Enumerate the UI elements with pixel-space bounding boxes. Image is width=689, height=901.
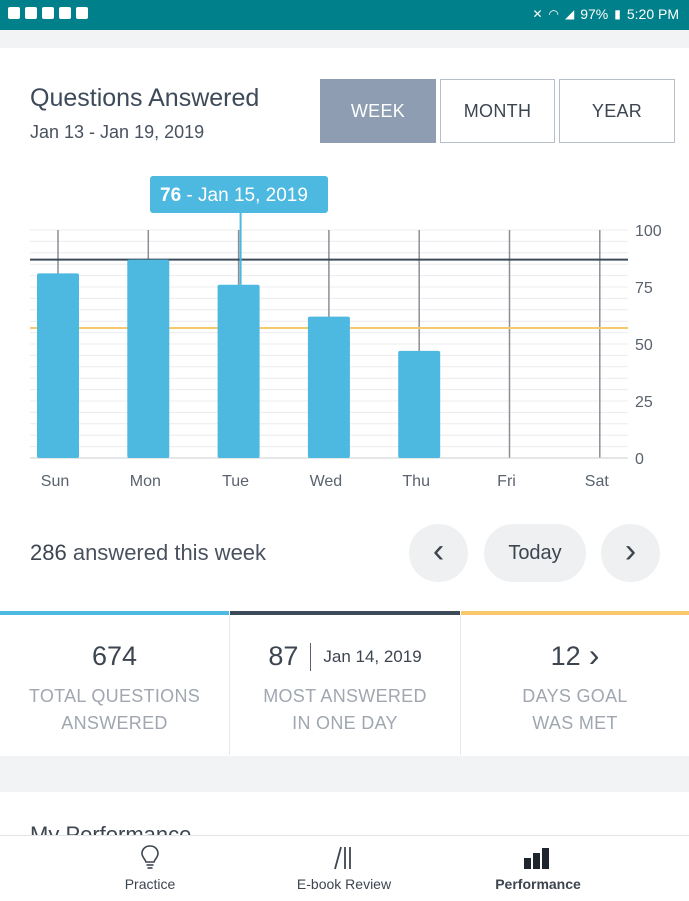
nav-label: E-book Review [296,876,392,892]
stat-label-line: TOTAL QUESTIONS [28,686,201,706]
stat-accent-bar [0,611,229,615]
stat-label-line: WAS MET [532,713,618,733]
stat-value-row: 12 › [461,636,689,673]
bottom-navigation: Practice E-book Review Performance [0,835,689,901]
nav-performance[interactable]: Performance [468,836,608,901]
chevron-left-icon: ‹ [432,532,445,570]
chart-bar [217,284,260,458]
x-tick-label: Wed [310,473,343,490]
stat-label: DAYS GOAL WAS MET [461,683,689,737]
tooltip-date: - Jan 15, 2019 [181,185,308,206]
divider [460,615,461,755]
stat-value: 674 [91,641,138,671]
chevron-right-icon: › [624,532,637,570]
bar-chart-icon [468,844,608,872]
battery-icon: ▮ [614,7,621,21]
chart-bar [37,273,79,458]
chart-bar [307,316,350,458]
today-button[interactable]: Today [484,524,586,582]
y-tick-label: 75 [635,280,653,297]
tab-month[interactable]: MONTH [440,79,555,143]
stat-label-line: IN ONE DAY [292,713,398,733]
lightbulb-icon [80,844,220,872]
x-tick-label: Mon [130,473,161,490]
next-week-button[interactable]: › [601,524,660,582]
section-heading: My Performance [30,822,192,836]
weekly-summary: 286 answered this week [30,540,266,566]
tooltip-text: 76 - Jan 15, 2019 [160,185,308,206]
x-tick-label: Fri [497,473,516,490]
mute-icon: ✕ [532,7,543,21]
stat-accent-bar [461,611,689,615]
value-divider [310,642,312,671]
chevron-right-icon: › [588,636,600,673]
stat-total-questions: 674 TOTAL QUESTIONS ANSWERED [0,611,229,753]
y-tick-label: 25 [635,394,653,411]
notification-icon [76,7,88,19]
notification-icons [8,7,88,19]
wifi-icon: ◠ [548,7,559,21]
y-tick-label: 100 [635,223,662,240]
nav-label: Practice [124,876,176,892]
previous-week-button[interactable]: ‹ [409,524,468,582]
nav-practice[interactable]: Practice [80,836,220,901]
bar-chart: 0 25 50 75 100 Sun Mon Tue Wed Thu Fri Sat 76 - Jan … [30,176,662,490]
chart-bar [127,259,170,458]
stat-label: MOST ANSWERED IN ONE DAY [230,683,460,737]
book-icon [274,844,414,872]
signal-icon: ◢ [564,7,575,21]
stat-label-line: DAYS GOAL [522,686,628,706]
stat-label-line: ANSWERED [61,713,168,733]
weekly-summary-text: answered this week [66,540,267,565]
weekly-count: 286 [30,540,67,565]
status-bar: ✕ ◠ ◢ 97% ▮ 5:20 PM [0,0,689,30]
x-tick-label: Sat [585,473,610,490]
nav-label: Performance [495,876,581,892]
notification-icon [42,7,54,19]
stat-value-row: 87 Jan 14, 2019 [230,641,460,672]
notification-icon [8,7,20,19]
stat-most-answered: 87 Jan 14, 2019 MOST ANSWERED IN ONE DAY [230,611,460,753]
clock: 5:20 PM [626,6,679,22]
stat-date: Jan 14, 2019 [323,646,422,666]
stat-label: TOTAL QUESTIONS ANSWERED [0,683,229,737]
date-range: Jan 13 - Jan 19, 2019 [30,122,205,142]
stat-accent-bar [230,611,460,615]
y-tick-label: 0 [635,451,644,468]
page-title: Questions Answered [30,84,260,112]
stat-value: 87 [268,641,299,671]
image-icon [59,7,71,19]
battery-level: 97% [580,6,609,22]
notification-icon [25,7,37,19]
stat-label-line: MOST ANSWERED [263,686,427,706]
tab-year[interactable]: YEAR [559,79,675,143]
tooltip-value: 76 [160,185,181,206]
x-tick-label: Thu [402,473,430,490]
divider [229,615,230,755]
chart-bar [398,350,441,458]
x-tick-label: Tue [222,473,249,490]
x-tick-label: Sun [41,473,69,490]
tab-week[interactable]: WEEK [320,79,436,143]
nav-ebook-review[interactable]: E-book Review [274,836,414,901]
questions-answered-card: Questions Answered Jan 13 - Jan 19, 2019… [0,48,689,756]
stat-days-goal-met[interactable]: 12 › DAYS GOAL WAS MET [461,611,689,753]
system-status: ✕ ◠ ◢ 97% ▮ 5:20 PM [532,6,679,22]
y-tick-label: 50 [635,337,653,354]
stat-value: 12 [550,641,581,671]
tooltip-box [150,176,328,213]
